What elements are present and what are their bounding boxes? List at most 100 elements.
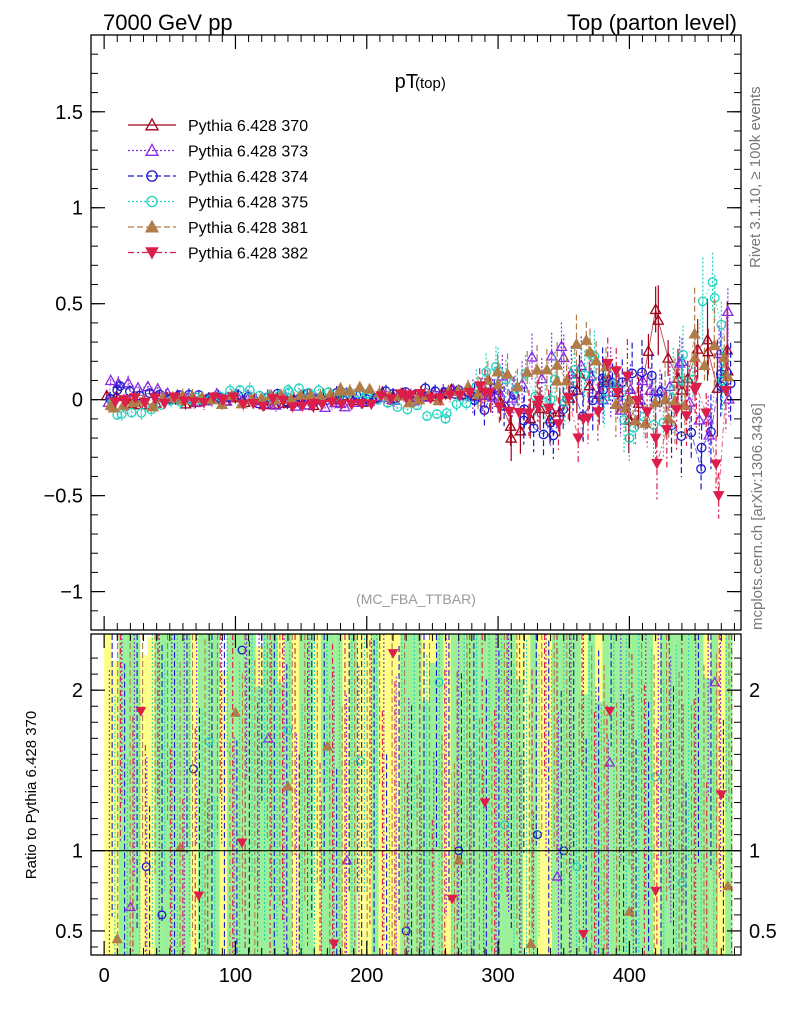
data-point: [463, 388, 476, 399]
data-point: [513, 407, 525, 419]
data-point: [451, 399, 462, 410]
legend-label: Pythia 6.428 381: [188, 220, 308, 237]
yellow-band: [443, 634, 451, 955]
data-point: [710, 459, 722, 470]
watermark: (MC_FBA_TTBAR): [356, 591, 476, 607]
data-point: [124, 386, 135, 397]
data-point: [668, 385, 679, 396]
data-point: [660, 425, 673, 436]
green-band: [638, 634, 646, 955]
data-point: [146, 170, 158, 182]
data-point: [678, 349, 688, 360]
data-point: [656, 386, 667, 397]
green-band: [161, 634, 170, 955]
data-point: [505, 431, 518, 443]
green-band: [624, 634, 632, 955]
data-point: [267, 394, 279, 405]
data-point: [286, 402, 299, 413]
data-point: [644, 383, 657, 395]
data-point: [193, 891, 205, 902]
data-point: [237, 399, 250, 411]
data-point: [562, 392, 575, 404]
data-point: [558, 404, 569, 415]
data-point: [551, 358, 564, 370]
data-point: [454, 390, 466, 402]
data-point: [680, 411, 693, 422]
data-point: [283, 385, 293, 395]
data-point: [481, 367, 492, 377]
data-point: [639, 416, 652, 428]
data-point: [308, 399, 321, 410]
data-point: [353, 380, 366, 392]
data-point: [237, 645, 247, 655]
data-point: [115, 381, 125, 391]
data-point: [532, 395, 545, 407]
data-point: [168, 392, 181, 404]
series-5: [104, 287, 734, 445]
ratio-series-4: [111, 634, 734, 955]
green-band: [465, 634, 473, 955]
data-point: [532, 830, 542, 840]
legend-item: Pythia 6.428 375: [128, 195, 308, 212]
data-point: [601, 358, 614, 370]
data-point: [722, 392, 736, 404]
data-point: [649, 396, 662, 408]
data-point: [658, 393, 672, 405]
green-band: [241, 634, 249, 955]
data-point: [579, 370, 590, 380]
ratio-frame: [90, 633, 742, 956]
yellow-band: [364, 634, 372, 955]
data-point: [701, 333, 714, 345]
ratio-ytick-label-left: 0.5: [55, 921, 83, 943]
green-band: [226, 634, 235, 955]
data-point: [583, 379, 596, 391]
data-point: [582, 413, 594, 424]
data-point: [257, 401, 269, 413]
data-point: [144, 143, 160, 156]
ratio-series-5: [119, 634, 733, 955]
data-point: [343, 384, 357, 396]
data-point: [236, 838, 248, 849]
data-point: [276, 395, 289, 407]
xtick-label: 0: [99, 965, 110, 987]
legend-item: Pythia 6.428 374: [128, 169, 308, 186]
data-point: [690, 382, 703, 394]
data-point: [721, 305, 734, 317]
data-point: [136, 407, 147, 418]
data-point: [523, 408, 535, 420]
data-point: [207, 392, 220, 404]
data-point: [698, 359, 711, 371]
green-band: [328, 634, 336, 955]
green-band: [263, 634, 271, 955]
green-band: [573, 634, 581, 955]
main-plot-layer: [100, 252, 736, 519]
data-point: [387, 649, 399, 659]
data-point: [718, 351, 731, 363]
green-band: [479, 634, 487, 955]
data-point: [610, 366, 623, 377]
data-point: [146, 195, 158, 208]
data-point: [708, 339, 721, 351]
data-point: [107, 401, 120, 413]
data-point: [385, 394, 397, 405]
legend-item: Pythia 6.428 381: [128, 219, 308, 237]
data-point: [434, 393, 447, 404]
green-band: [609, 634, 617, 955]
data-point: [707, 277, 718, 288]
data-point: [552, 419, 565, 430]
data-point: [375, 391, 388, 402]
chart-title-sub: (top): [415, 75, 446, 92]
green-band: [436, 634, 444, 955]
data-point: [112, 377, 125, 389]
legend-label: Pythia 6.428 370: [188, 118, 308, 135]
data-point: [269, 398, 282, 410]
data-point: [217, 394, 230, 406]
yellow-band: [147, 636, 155, 955]
data-point: [650, 886, 661, 897]
data-point: [668, 394, 682, 406]
data-point: [592, 407, 604, 418]
data-point: [548, 430, 559, 441]
green-band: [725, 634, 733, 955]
green-band: [551, 634, 560, 955]
yellow-band: [291, 634, 300, 955]
